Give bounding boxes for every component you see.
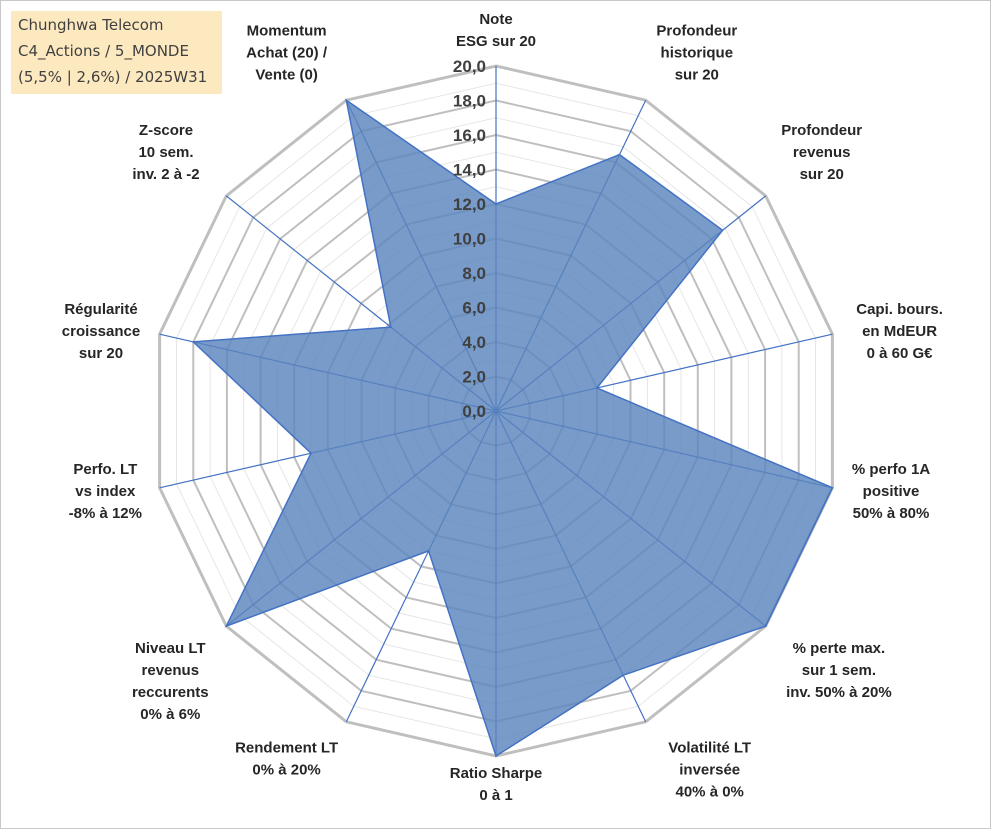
- series-area: [191, 98, 834, 758]
- axis-label: Z-score 10 sem. inv. 2 à -2: [132, 122, 199, 183]
- axis-label-line: revenus: [793, 144, 851, 161]
- axis-label-line: % perte max.: [793, 640, 886, 657]
- axis-label-line: sur 1 sem.: [802, 662, 876, 679]
- axis-label-line: historique: [661, 45, 734, 62]
- series-point: [192, 341, 195, 343]
- axis-label-line: Perfo. LT: [73, 461, 137, 478]
- series-layer: [191, 98, 834, 758]
- series-point: [225, 625, 228, 627]
- axis-label-line: sur 20: [800, 166, 844, 183]
- axis-labels: Note ESG sur 20 Profondeur historique sur 20…: [62, 11, 943, 804]
- axis-label-line: ESG sur 20: [456, 33, 536, 50]
- axis-label-line: Z-score: [139, 122, 193, 139]
- axis-label-line: Régularité: [64, 301, 137, 318]
- axis-label-line: Momentum: [247, 23, 327, 40]
- tick-label: 8,0: [462, 264, 486, 283]
- axis-label: Ratio Sharpe 0 à 1: [450, 765, 543, 804]
- axis-label-line: -8% à 12%: [69, 505, 142, 522]
- axis-label-line: Capi. bours.: [856, 301, 943, 318]
- axis-label-line: Profondeur: [781, 122, 862, 139]
- axis-label-line: vs index: [75, 483, 136, 500]
- tick-label: 20,0: [453, 57, 486, 76]
- axis-label: Perfo. LT vs index -8% à 12%: [69, 461, 142, 522]
- axis-label-line: Profondeur: [656, 23, 737, 40]
- info-line-company: Chunghwa Telecom: [18, 16, 164, 34]
- axis-label-line: croissance: [62, 323, 140, 340]
- series-point: [345, 99, 348, 101]
- series-point: [596, 387, 598, 389]
- tick-label: 4,0: [462, 333, 486, 352]
- series-point: [721, 229, 724, 232]
- tick-label: 18,0: [453, 92, 486, 111]
- axis-label-line: % perfo 1A: [852, 461, 931, 478]
- series-point: [622, 674, 624, 676]
- info-box: Chunghwa Telecom C4_Actions / 5_MONDE (5…: [11, 11, 222, 94]
- series-point: [495, 203, 497, 205]
- axis-label: Note ESG sur 20: [456, 11, 536, 50]
- axis-label-line: Rendement LT: [235, 739, 338, 756]
- axis-label-line: sur 20: [675, 67, 719, 84]
- axis-label: Niveau LT revenus reccurents 0% à 6%: [132, 640, 209, 723]
- axis-label-line: inversée: [679, 761, 740, 778]
- axis-label-line: Note: [479, 11, 512, 28]
- axis-label-line: inv. 2 à -2: [132, 166, 199, 183]
- axis-label: Profondeur revenus sur 20: [781, 122, 862, 183]
- tick-label: 16,0: [453, 126, 486, 145]
- axis-label-line: en MdEUR: [862, 323, 937, 340]
- tick-label: 2,0: [462, 368, 486, 387]
- axis-label-line: 0 à 60 G€: [867, 345, 934, 362]
- axis-label: % perte max. sur 1 sem. inv. 50% à 20%: [786, 640, 892, 701]
- axis-label: Momentum Achat (20) / Vente (0): [246, 23, 328, 84]
- axis-label-line: 40% à 0%: [676, 783, 744, 800]
- axis-label: % perfo 1A positive 50% à 80%: [852, 461, 931, 522]
- tick-labels: 0,0 2,0 4,0 6,0 8,0 10,0 12,0 14,0 16,0 18,0 20,0: [453, 57, 486, 421]
- axis-label-line: Ratio Sharpe: [450, 765, 543, 782]
- axis-label: Régularité croissance sur 20: [62, 301, 140, 362]
- axis-label-line: reccurents: [132, 684, 209, 701]
- axis-label-line: Achat (20) /: [246, 45, 328, 62]
- axis-label: Volatilité LT inversée 40% à 0%: [668, 739, 751, 800]
- axis-label: Capi. bours. en MdEUR 0 à 60 G€: [856, 301, 943, 362]
- info-line-period: (5,5% | 2,6%) / 2025W31: [18, 68, 208, 86]
- axis-label: Rendement LT 0% à 20%: [235, 739, 338, 778]
- info-line-category: C4_Actions / 5_MONDE: [18, 42, 189, 60]
- tick-label: 10,0: [453, 230, 486, 249]
- axis-label-line: revenus: [142, 662, 200, 679]
- axis-label-line: 0% à 20%: [252, 761, 320, 778]
- axis-label: Profondeur historique sur 20: [656, 23, 737, 84]
- axis-label-line: positive: [863, 483, 920, 500]
- axis-label-line: 0 à 1: [479, 787, 512, 804]
- axis-label-line: Niveau LT: [135, 640, 206, 657]
- axis-label-line: Vente (0): [255, 67, 318, 84]
- series-point: [495, 755, 497, 757]
- axis-label-line: inv. 50% à 20%: [786, 684, 892, 701]
- tick-label: 14,0: [453, 161, 486, 180]
- series-point: [831, 487, 834, 489]
- tick-label: 12,0: [453, 195, 486, 214]
- series-point: [390, 326, 392, 328]
- axis-label-line: 10 sem.: [138, 144, 193, 161]
- series-point: [618, 153, 621, 156]
- axis-label-line: Volatilité LT: [668, 739, 751, 756]
- axis-label-line: sur 20: [79, 345, 123, 362]
- series-point: [427, 550, 430, 552]
- series-point: [764, 625, 767, 627]
- tick-label: 0,0: [462, 402, 486, 421]
- axis-label-line: 50% à 80%: [853, 505, 930, 522]
- series-point: [310, 452, 312, 455]
- tick-label: 6,0: [462, 299, 486, 318]
- axis-label-line: 0% à 6%: [140, 706, 200, 723]
